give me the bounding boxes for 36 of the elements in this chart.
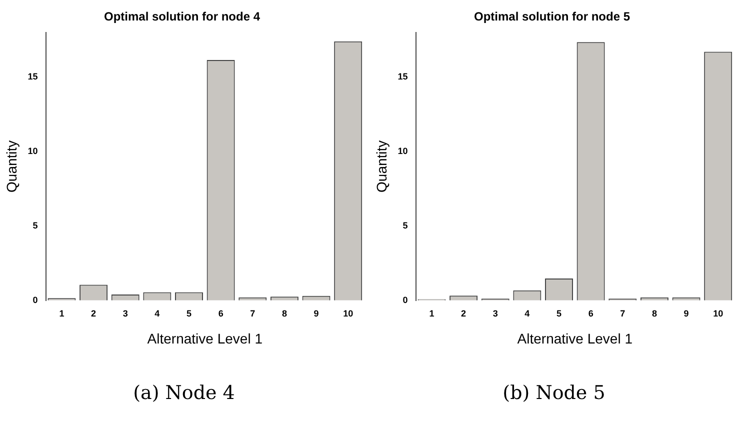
- x-tick-label: 9: [314, 308, 319, 318]
- y-axis-title: Quantity: [373, 140, 390, 192]
- x-tick-label: 6: [588, 308, 594, 318]
- x-axis-title: Alternative Level 1: [517, 330, 633, 346]
- y-tick-label: 10: [398, 146, 408, 156]
- y-tick-label: 0: [32, 294, 38, 305]
- chart-title: Optimal solution for node 4: [104, 10, 260, 24]
- x-tick-label: 9: [684, 308, 689, 318]
- text: (a) Node 4: [132, 382, 236, 404]
- x-tick-label: 4: [524, 308, 530, 318]
- x-tick-label: 7: [250, 308, 256, 318]
- x-tick-label: 8: [652, 308, 657, 318]
- x-tick-label: 4: [154, 308, 160, 318]
- x-tick-label: 5: [186, 308, 192, 318]
- x-tick-label: 2: [91, 308, 96, 318]
- y-tick-label: 15: [28, 72, 38, 82]
- x-tick-label: 5: [556, 308, 562, 318]
- x-tick-label: 3: [492, 308, 498, 318]
- text: (b) Node 5: [502, 382, 606, 404]
- y-axis-title: Quantity: [3, 140, 20, 192]
- chart-title: Optimal solution for node 5: [474, 10, 630, 24]
- x-tick-label: 3: [122, 308, 128, 318]
- x-tick-label: 7: [620, 308, 626, 318]
- y-tick-label: 5: [402, 220, 408, 230]
- y-tick-label: 5: [32, 220, 38, 230]
- x-tick-label: 6: [218, 308, 224, 318]
- y-tick-label: 10: [28, 146, 38, 156]
- y-tick-label: 0: [402, 294, 408, 305]
- x-axis-title: Alternative Level 1: [147, 330, 263, 346]
- x-tick-label: 8: [282, 308, 287, 318]
- x-tick-label: 2: [461, 308, 466, 318]
- x-tick-label: 10: [713, 308, 724, 318]
- x-tick-label: 10: [343, 308, 354, 318]
- x-tick-label: 1: [429, 308, 434, 318]
- y-tick-label: 15: [398, 72, 408, 82]
- x-tick-label: 1: [59, 308, 64, 318]
